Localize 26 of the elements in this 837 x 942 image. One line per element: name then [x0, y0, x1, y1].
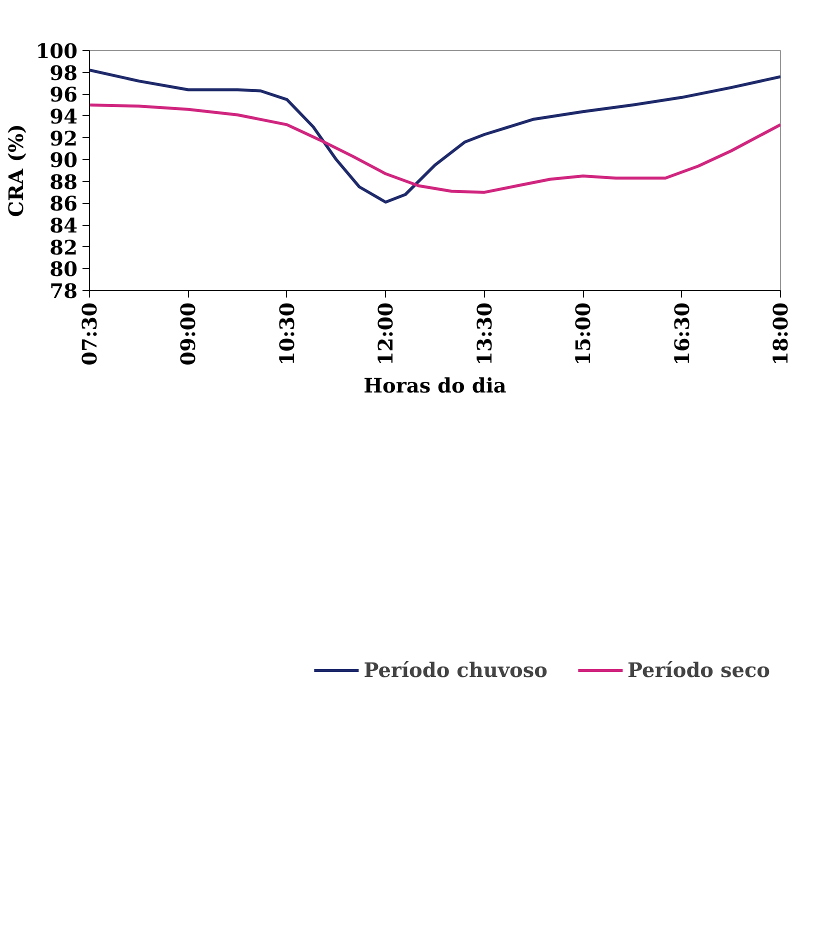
- line-series: [90, 104, 780, 194]
- y-tick-label: 82: [50, 235, 78, 260]
- y-tick-label: 90: [50, 148, 78, 172]
- y-tick-label: 80: [50, 257, 78, 282]
- line-series: [90, 68, 780, 204]
- x-tick-label: 15:00: [571, 302, 596, 366]
- y-tick-label: 84: [50, 214, 78, 238]
- x-tick-label: 12:00: [374, 302, 398, 366]
- y-tick-label: 88: [50, 170, 78, 194]
- legend-label: Período chuvoso: [364, 658, 548, 682]
- x-tick-label: 09:00: [176, 302, 200, 366]
- y-tick-label: 78: [50, 279, 78, 303]
- y-tick-label: 98: [50, 60, 78, 85]
- y-tick-label: 94: [50, 104, 78, 128]
- x-axis-title: Horas do dia: [364, 374, 506, 398]
- y-tick-label: 96: [50, 82, 78, 107]
- x-tick-label: 16:30: [670, 302, 694, 366]
- y-tick-label: 100: [36, 39, 78, 63]
- x-tick-label: 18:00: [768, 302, 792, 366]
- x-tick-label: 07:30: [78, 302, 102, 366]
- x-tick-label: 10:30: [274, 302, 299, 366]
- y-tick-label: 86: [50, 192, 78, 216]
- y-axis-title: CRA (%): [4, 124, 28, 217]
- legend-label: Período seco: [628, 658, 770, 682]
- y-tick-label: 92: [50, 126, 78, 150]
- x-tick-label: 13:30: [472, 302, 496, 366]
